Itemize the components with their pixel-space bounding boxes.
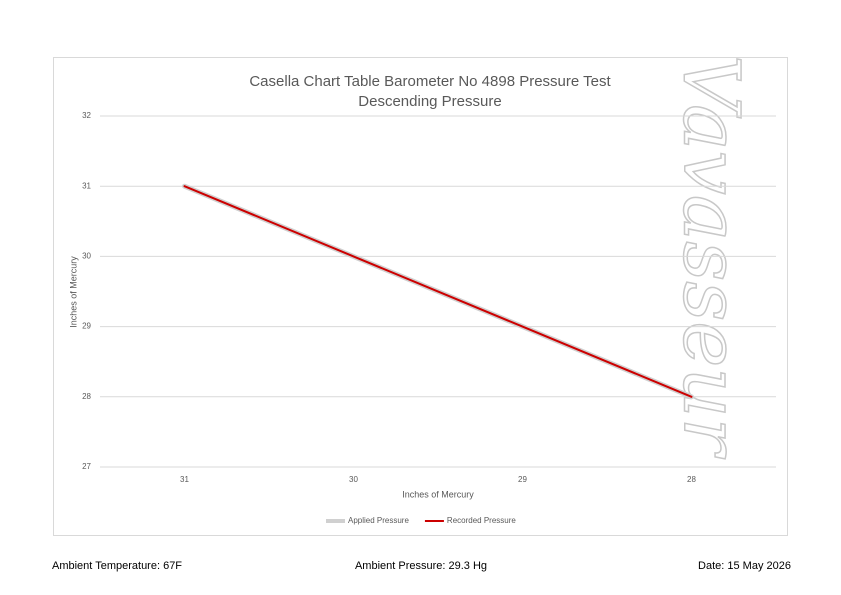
x-axis-label: Inches of Mercury xyxy=(402,489,474,499)
chart-border xyxy=(53,57,788,536)
y-tick-label: 30 xyxy=(82,252,91,261)
chart-title: Casella Chart Table Barometer No 4898 Pr… xyxy=(249,73,611,90)
y-axis-label: Inches of Mercury xyxy=(68,256,78,328)
chart-subtitle: Descending Pressure xyxy=(358,93,501,110)
x-tick-label: 30 xyxy=(349,475,358,484)
x-tick-label: 29 xyxy=(518,475,527,484)
series-line xyxy=(183,185,693,398)
y-tick-label: 32 xyxy=(82,111,91,120)
y-tick-label: 31 xyxy=(82,181,91,190)
footer-date: Date: 15 May 2026 xyxy=(698,560,791,572)
x-tick-label: 28 xyxy=(687,475,696,484)
footer-temperature: Ambient Temperature: 67F xyxy=(52,560,182,572)
y-tick-label: 28 xyxy=(82,392,91,401)
y-tick-label: 27 xyxy=(82,462,91,471)
footer-pressure: Ambient Pressure: 29.3 Hg xyxy=(355,560,487,572)
legend-label: Recorded Pressure xyxy=(447,516,516,525)
y-tick-label: 29 xyxy=(82,322,91,331)
x-tick-label: 31 xyxy=(180,475,189,484)
legend-label: Applied Pressure xyxy=(348,516,409,525)
